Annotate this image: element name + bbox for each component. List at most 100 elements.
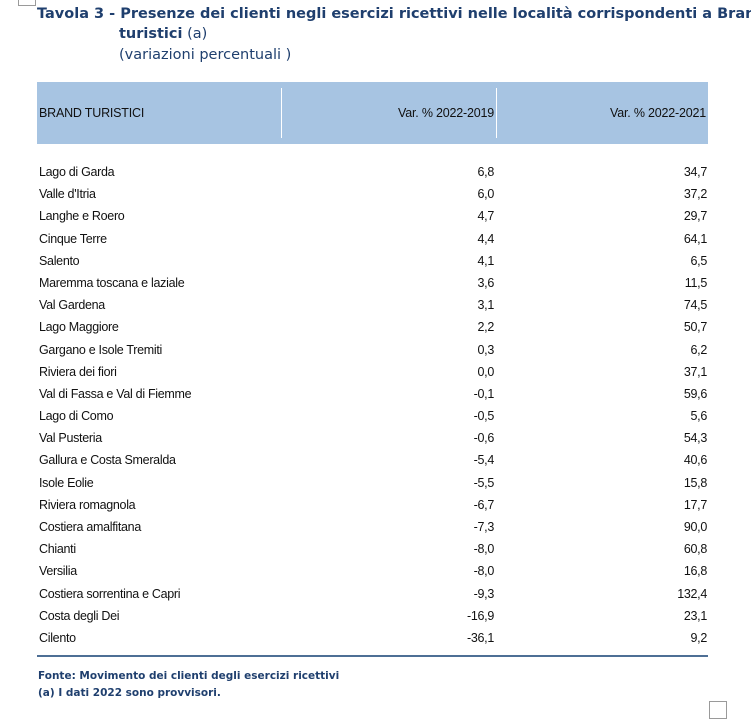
row-var-2022-2019: 6,0 xyxy=(477,187,495,202)
title-subtitle: (variazioni percentuali ) xyxy=(119,47,292,63)
title-line-2-bold: turistici xyxy=(119,26,183,42)
row-var-2022-2021: 17,7 xyxy=(683,497,707,512)
table-row: Val di Fassa e Val di Fiemme -0,1 59,6 xyxy=(37,384,708,406)
table-row: Riviera romagnola -6,7 17,7 xyxy=(37,495,708,517)
row-var-2022-2021: 54,3 xyxy=(683,431,707,446)
row-var-2022-2021: 40,6 xyxy=(683,453,707,468)
row-brand: Valle d'Itria xyxy=(39,187,96,202)
row-var-2022-2021: 90,0 xyxy=(683,520,707,534)
table-row: Val Pusteria -0,6 54,3 xyxy=(37,428,708,450)
table-row: Valle d'Itria 6,0 37,2 xyxy=(37,184,708,206)
row-var-2022-2019: -0,6 xyxy=(473,431,495,446)
row-var-2022-2019: -8,0 xyxy=(473,564,495,579)
row-brand: Versilia xyxy=(39,564,77,579)
row-var-2022-2019: -7,3 xyxy=(473,520,495,534)
title-line-2-rest: (a) xyxy=(182,26,208,42)
table-row: Lago Maggiore 2,2 50,7 xyxy=(37,317,708,339)
row-brand: Riviera romagnola xyxy=(39,497,136,512)
table-row: Salento 4,1 6,5 xyxy=(37,251,708,273)
table-row: Isole Eolie -5,5 15,8 xyxy=(37,473,708,495)
row-var-2022-2019: 6,8 xyxy=(477,165,495,179)
embedded-object-handle xyxy=(18,0,36,6)
title-line-1: Tavola 3 - Presenze dei clienti negli es… xyxy=(37,6,751,22)
row-var-2022-2021: 74,5 xyxy=(683,298,707,313)
row-var-2022-2021: 60,8 xyxy=(683,542,707,557)
row-var-2022-2021: 16,8 xyxy=(683,564,707,579)
row-var-2022-2021: 6,2 xyxy=(690,342,708,357)
header-brand: BRAND TURISTICI xyxy=(39,106,145,120)
table-row: Costa degli Dei -16,9 23,1 xyxy=(37,606,708,628)
row-var-2022-2019: -36,1 xyxy=(467,630,494,645)
row-var-2022-2021: 37,2 xyxy=(683,187,707,202)
table-row: Lago di Como -0,5 5,6 xyxy=(37,406,708,428)
row-brand: Chianti xyxy=(39,542,76,557)
title-line-2: turistici (a) xyxy=(37,24,727,45)
table-row: Gargano e Isole Tremiti 0,3 6,2 xyxy=(37,340,708,362)
row-var-2022-2019: -16,9 xyxy=(467,608,494,623)
row-var-2022-2021: 29,7 xyxy=(683,209,707,224)
table-header: BRAND TURISTICI Var. % 2022-2019 Var. % … xyxy=(37,82,708,144)
row-var-2022-2019: 4,4 xyxy=(477,231,495,246)
table-row: Cilento -36,1 9,2 xyxy=(37,628,708,650)
row-brand: Val di Fassa e Val di Fiemme xyxy=(39,386,192,401)
row-brand: Cilento xyxy=(39,630,76,645)
row-brand: Lago Maggiore xyxy=(39,320,119,335)
row-var-2022-2021: 9,2 xyxy=(690,630,708,645)
row-var-2022-2019: -5,4 xyxy=(473,453,495,468)
row-brand: Gallura e Costa Smeralda xyxy=(39,453,176,468)
table-row: Chianti -8,0 60,8 xyxy=(37,539,708,561)
table-row: Cinque Terre 4,4 64,1 xyxy=(37,229,708,251)
row-var-2022-2019: -9,3 xyxy=(473,586,495,601)
table-title: Tavola 3 - Presenze dei clienti negli es… xyxy=(37,4,751,66)
header-var-2022-2019: Var. % 2022-2019 xyxy=(398,106,494,120)
row-var-2022-2021: 15,8 xyxy=(683,475,707,490)
row-brand: Cinque Terre xyxy=(39,231,107,246)
row-brand: Lago di Como xyxy=(39,409,114,424)
source-note: Fonte: Movimento dei clienti degli eserc… xyxy=(38,670,340,682)
row-var-2022-2019: 2,2 xyxy=(477,320,495,335)
row-var-2022-2019: -5,5 xyxy=(473,475,495,490)
table-row: Gallura e Costa Smeralda -5,4 40,6 xyxy=(37,450,708,472)
row-var-2022-2021: 34,7 xyxy=(683,165,707,179)
row-brand: Maremma toscana e laziale xyxy=(39,275,185,290)
row-var-2022-2021: 64,1 xyxy=(683,231,707,246)
table-row: Langhe e Roero 4,7 29,7 xyxy=(37,206,708,228)
row-var-2022-2019: -6,7 xyxy=(473,497,495,512)
table-row: Maremma toscana e laziale 3,6 11,5 xyxy=(37,273,708,295)
table-row: Costiera sorrentina e Capri -9,3 132,4 xyxy=(37,584,708,606)
table-row: Lago di Garda 6,8 34,7 xyxy=(37,162,708,184)
row-var-2022-2021: 50,7 xyxy=(683,320,707,335)
row-brand: Val Pusteria xyxy=(39,431,102,446)
row-var-2022-2021: 11,5 xyxy=(684,275,708,290)
row-brand: Costa degli Dei xyxy=(39,608,120,623)
row-var-2022-2019: 0,0 xyxy=(477,364,495,379)
row-brand: Costiera sorrentina e Capri xyxy=(39,586,181,601)
row-brand: Val Gardena xyxy=(39,298,105,313)
row-var-2022-2019: -0,5 xyxy=(473,409,495,424)
row-var-2022-2019: 4,7 xyxy=(477,209,495,224)
row-var-2022-2021: 6,5 xyxy=(690,253,708,268)
header-divider xyxy=(496,88,497,138)
row-var-2022-2019: 0,3 xyxy=(477,342,495,357)
row-var-2022-2019: 4,1 xyxy=(477,253,495,268)
header-var-2022-2021: Var. % 2022-2021 xyxy=(610,106,706,120)
row-var-2022-2021: 37,1 xyxy=(683,364,707,379)
row-brand: Gargano e Isole Tremiti xyxy=(39,342,163,357)
footnote: (a) I dati 2022 sono provvisori. xyxy=(38,687,221,699)
table-row: Val Gardena 3,1 74,5 xyxy=(37,295,708,317)
row-var-2022-2019: 3,1 xyxy=(477,298,495,313)
table-body: Lago di Garda 6,8 34,7 Valle d'Itria 6,0 37,2… xyxy=(37,162,708,650)
row-var-2022-2021: 59,6 xyxy=(683,386,707,401)
table-bottom-rule xyxy=(37,655,708,657)
table-row: Costiera amalfitana -7,3 90,0 xyxy=(37,517,708,539)
header-divider xyxy=(281,88,282,138)
row-brand: Riviera dei fiori xyxy=(39,364,117,379)
row-var-2022-2021: 5,6 xyxy=(690,409,708,424)
row-var-2022-2021: 23,1 xyxy=(683,608,707,623)
resize-handle xyxy=(709,701,727,719)
row-brand: Langhe e Roero xyxy=(39,209,125,224)
row-brand: Salento xyxy=(39,253,80,268)
row-brand: Lago di Garda xyxy=(39,165,115,179)
row-var-2022-2021: 132,4 xyxy=(677,586,707,601)
row-var-2022-2019: -8,0 xyxy=(473,542,495,557)
